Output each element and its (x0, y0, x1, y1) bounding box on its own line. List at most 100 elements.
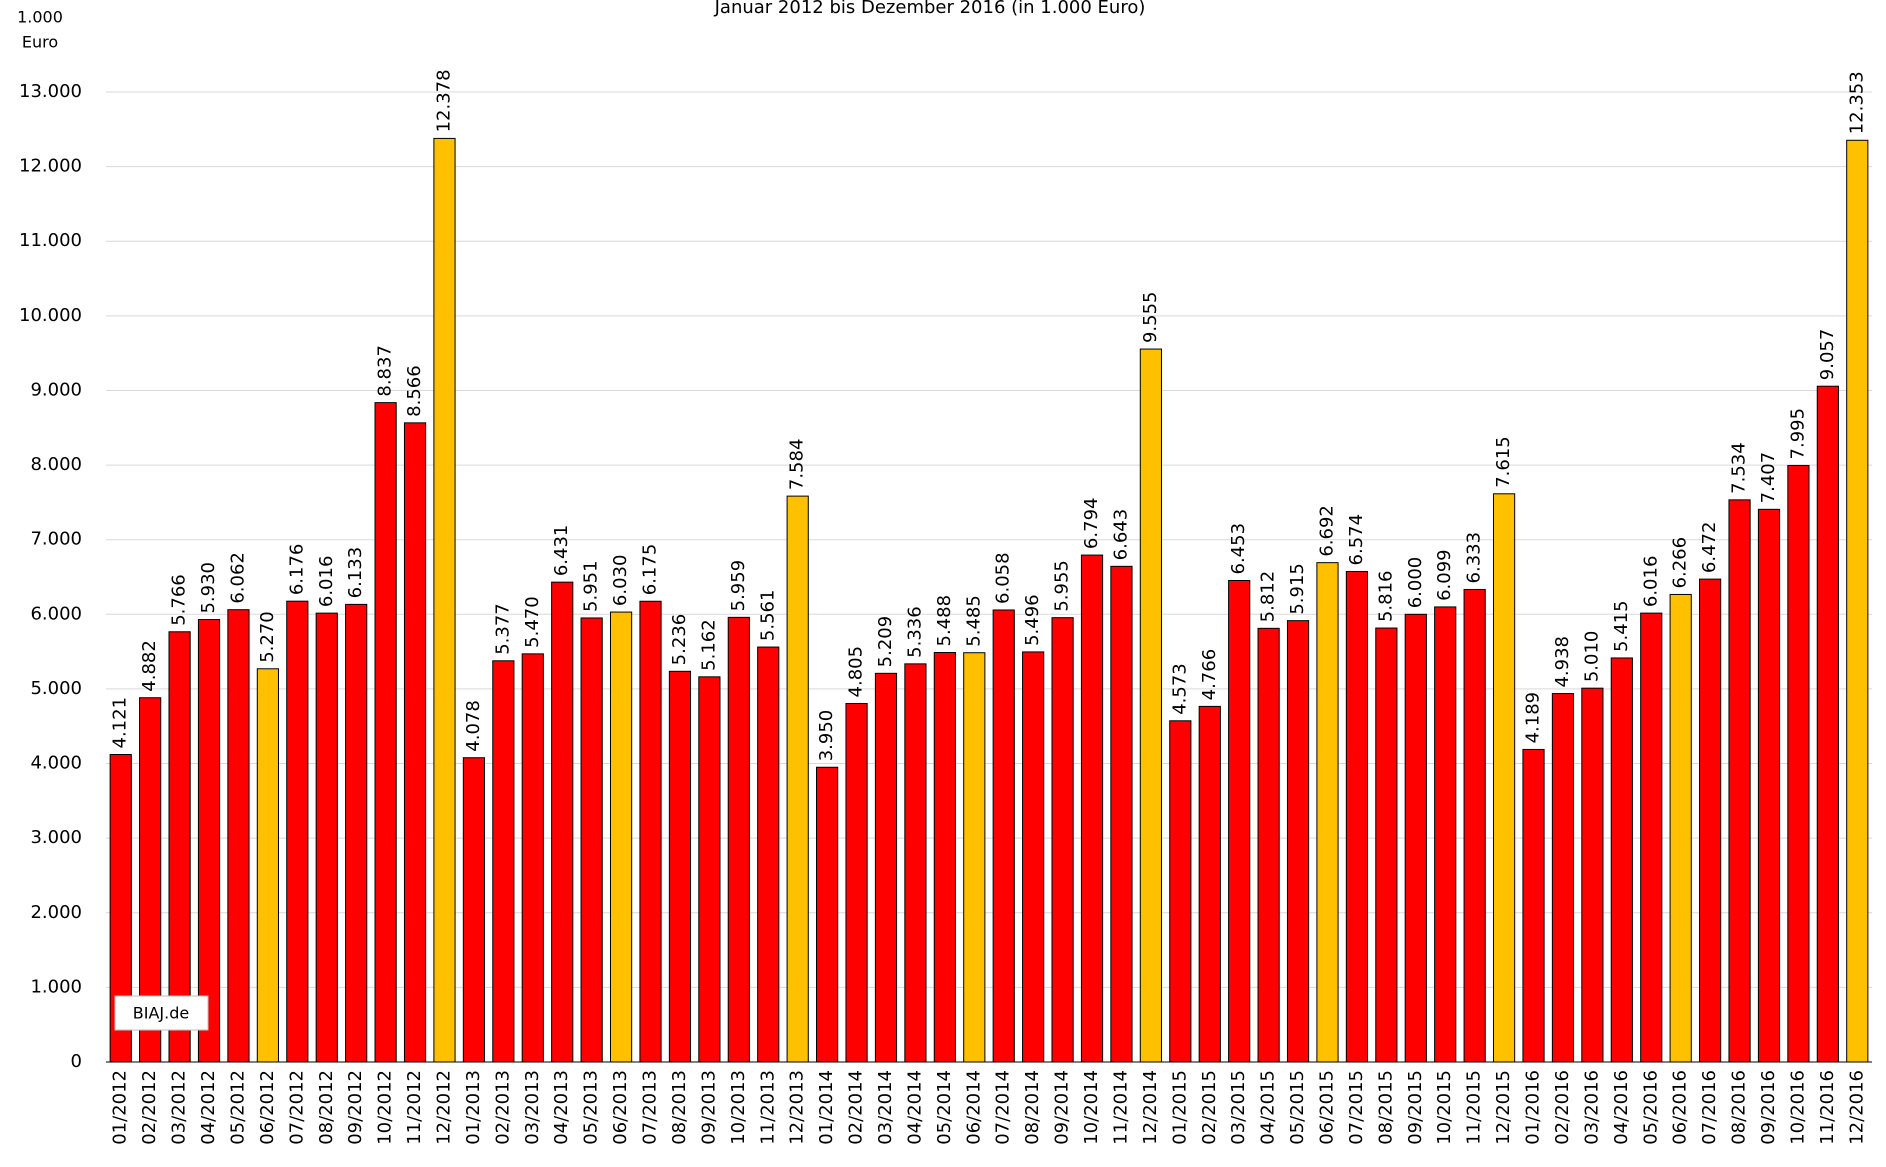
bar (433, 137, 456, 1063)
y-tick-label: 8.000 (30, 454, 82, 475)
bar (521, 653, 544, 1063)
x-tick-label: 10/2015 (1434, 1070, 1455, 1145)
value-label: 9.057 (1817, 329, 1838, 381)
x-tick-label: 12/2013 (787, 1070, 808, 1145)
x-tick-label: 05/2015 (1287, 1070, 1308, 1145)
x-tick-label: 10/2012 (375, 1070, 396, 1145)
bar (109, 754, 132, 1063)
y-axis-label: Euro (22, 33, 58, 52)
bar (1169, 720, 1192, 1063)
y-tick-label: 7.000 (30, 529, 82, 550)
value-label: 4.573 (1169, 663, 1190, 715)
value-label: 5.812 (1258, 571, 1279, 623)
value-label: 5.915 (1287, 563, 1308, 615)
bar (1640, 612, 1663, 1063)
x-tick-label: 03/2013 (522, 1070, 543, 1145)
value-label: 5.209 (875, 616, 896, 668)
annotation-box (114, 995, 209, 1031)
value-label: 5.959 (728, 560, 749, 612)
bar (1345, 570, 1369, 1063)
x-tick-label: 04/2016 (1611, 1070, 1632, 1145)
y-tick-label: 12.000 (19, 156, 82, 177)
bar (1051, 617, 1074, 1063)
bar (551, 581, 574, 1063)
annotation: BIAJ.de (133, 1004, 189, 1023)
value-label: 6.000 (1405, 557, 1426, 609)
bar (580, 617, 603, 1063)
value-label: 5.162 (698, 619, 719, 671)
value-label: 6.574 (1346, 514, 1367, 566)
y-tick-label: 5.000 (30, 678, 82, 699)
x-tick-label: 12/2015 (1493, 1070, 1514, 1145)
bar (727, 616, 750, 1063)
value-label: 4.121 (110, 697, 131, 749)
x-tick-label: 08/2015 (1375, 1070, 1396, 1145)
x-tick-label: 06/2016 (1670, 1070, 1691, 1145)
value-label: 5.377 (492, 603, 513, 655)
x-tick-label: 12/2012 (433, 1070, 454, 1145)
y-tick-label: 1.000 (30, 976, 82, 997)
y-tick-label: 9.000 (30, 379, 82, 400)
bar (609, 611, 633, 1063)
x-tick-label: 01/2013 (463, 1070, 484, 1145)
value-label: 3.950 (816, 710, 837, 762)
value-label: 4.805 (846, 646, 867, 698)
bar (345, 603, 368, 1063)
x-tick-label: 01/2012 (110, 1070, 131, 1145)
x-tick-label: 08/2016 (1729, 1070, 1750, 1145)
value-label: 6.175 (640, 544, 661, 596)
bar (1198, 705, 1221, 1063)
value-label: 5.496 (1022, 594, 1043, 646)
y-tick-label: 2.000 (30, 902, 82, 923)
x-tick-label: 04/2015 (1258, 1070, 1279, 1145)
x-tick-label: 07/2012 (286, 1070, 307, 1145)
x-tick-label: 05/2013 (581, 1070, 602, 1145)
value-label: 12.378 (433, 69, 454, 132)
value-label: 5.816 (1375, 571, 1396, 623)
bar (963, 652, 986, 1063)
value-label: 8.837 (375, 345, 396, 397)
bar (1080, 554, 1104, 1063)
bar (1816, 385, 1839, 1063)
x-tick-label: 04/2012 (198, 1070, 219, 1145)
bar (256, 668, 279, 1063)
x-tick-label: 08/2014 (1022, 1070, 1043, 1145)
bar (197, 619, 221, 1063)
x-tick-label: 10/2016 (1787, 1070, 1808, 1145)
x-tick-label: 09/2015 (1405, 1070, 1426, 1145)
bar (1228, 580, 1251, 1063)
bar (1757, 508, 1781, 1063)
x-tick-label: 11/2014 (1110, 1070, 1131, 1145)
value-label: 6.643 (1110, 509, 1131, 561)
y-tick-label: 0 (71, 1051, 82, 1072)
value-label: 6.266 (1670, 537, 1691, 589)
x-tick-label: 06/2014 (963, 1070, 984, 1145)
x-tick-label: 07/2013 (640, 1070, 661, 1145)
value-label: 5.270 (257, 611, 278, 663)
x-tick-label: 06/2015 (1316, 1070, 1337, 1145)
x-tick-label: 08/2012 (316, 1070, 337, 1145)
x-tick-label: 06/2012 (257, 1070, 278, 1145)
x-tick-label: 07/2014 (993, 1070, 1014, 1145)
value-label: 4.938 (1552, 636, 1573, 688)
value-label: 5.010 (1581, 631, 1602, 683)
bar (1669, 593, 1692, 1063)
y-tick-label: 6.000 (30, 603, 82, 624)
value-label: 6.176 (286, 544, 307, 596)
x-tick-label: 05/2012 (227, 1070, 248, 1145)
x-tick-label: 01/2015 (1169, 1070, 1190, 1145)
value-label: 5.766 (169, 574, 190, 626)
bar (639, 600, 662, 1063)
bar (1581, 687, 1604, 1063)
x-tick-label: 07/2015 (1346, 1070, 1367, 1145)
y-tick-label: 11.000 (19, 230, 82, 251)
value-label: 6.453 (1228, 523, 1249, 575)
value-label: 5.470 (522, 596, 543, 648)
x-tick-label: 11/2012 (404, 1070, 425, 1145)
x-tick-label: 01/2014 (816, 1070, 837, 1145)
value-label: 5.488 (934, 595, 955, 647)
x-tick-label: 02/2012 (139, 1070, 160, 1145)
x-tick-label: 05/2014 (934, 1070, 955, 1145)
value-label: 5.951 (581, 560, 602, 612)
bar (845, 702, 868, 1063)
